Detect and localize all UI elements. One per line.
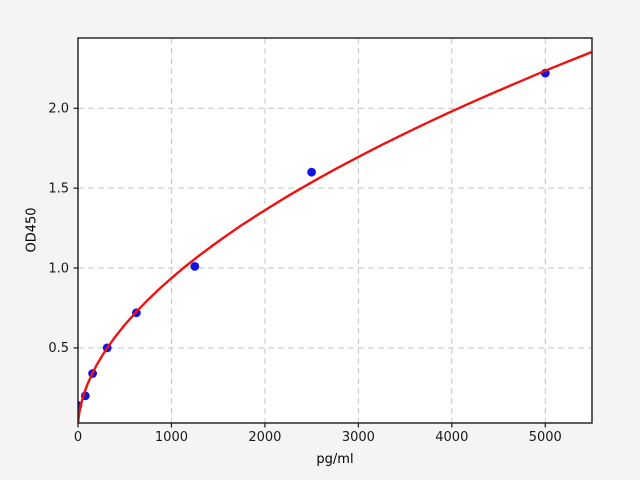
x-tick-label-1000: 1000 xyxy=(155,430,188,445)
x-tick-label-5000: 5000 xyxy=(529,430,562,445)
x-tick-label-3000: 3000 xyxy=(342,430,375,445)
y-tick-label-2.0: 2.0 xyxy=(48,102,69,117)
axes-layer: 0 1000 2000 3000 4000 5000 0.5 1.0 1.5 2.0 xyxy=(48,37,593,445)
data-point xyxy=(190,262,200,271)
grid-layer xyxy=(78,38,592,423)
data-layer xyxy=(78,50,592,423)
x-axis-label: pg/ml xyxy=(316,452,353,467)
y-tick-label-1.5: 1.5 xyxy=(48,181,69,196)
data-point xyxy=(307,167,316,177)
y-tick-label-1.0: 1.0 xyxy=(48,261,69,276)
y-tick-label-0.5: 0.5 xyxy=(48,341,69,356)
fit-curve-line xyxy=(78,50,592,423)
plot-area xyxy=(78,38,592,423)
plot-border xyxy=(77,37,593,424)
y-axis-label: OD450 xyxy=(24,207,39,252)
x-tick-label-4000: 4000 xyxy=(435,430,468,445)
x-tick-label-0: 0 xyxy=(74,430,82,445)
x-tick-label-2000: 2000 xyxy=(248,430,281,445)
